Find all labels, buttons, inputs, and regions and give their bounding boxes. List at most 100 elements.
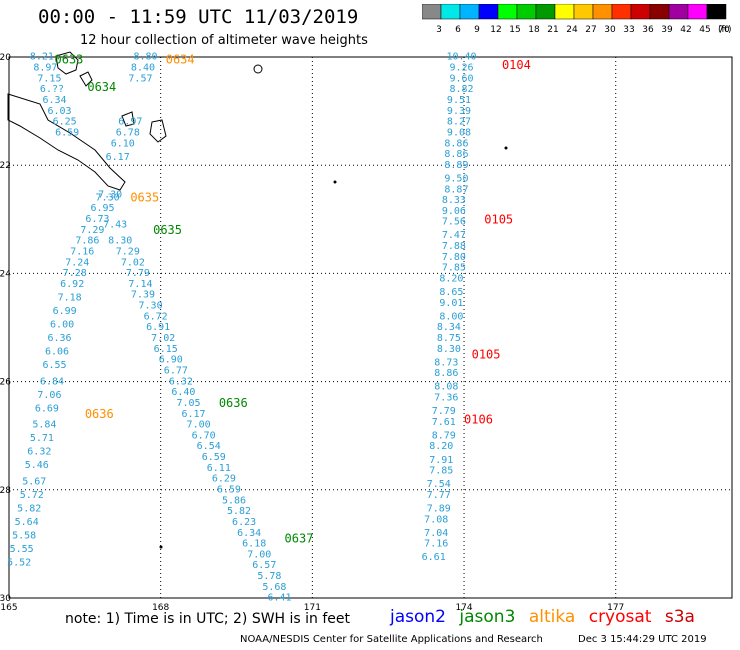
wave-height-value: 6.?? [40,84,64,95]
wave-height-value: 7.54 [427,479,451,490]
pass-time-label: 0634 [166,53,195,67]
wave-height-value: 6.11 [207,463,231,474]
legend-jason3: jason3 [459,607,516,627]
wave-height-value: 8.20 [439,274,463,285]
coastline [7,51,508,549]
pass-time-labels: 0633 063406340635063506360636063701040105… [55,53,531,546]
wave-height-value: 6.55 [42,360,66,371]
wave-height-value: 6.61 [422,552,446,563]
wave-height-value: 7.79 [126,268,150,279]
colorbar-tick-label: 39 [661,25,673,35]
wave-height-value: 8.33 [442,195,466,206]
wave-height-value: 6.06 [45,347,69,358]
wave-height-value: 6.70 [192,430,216,441]
wave-height-value: 7.24 [65,257,89,268]
wave-height-value: 8.65 [439,287,463,298]
wave-height-value: 6.10 [111,138,135,149]
wave-height-value: 7.47 [442,230,466,241]
wave-height-value: 8.00 [439,311,463,322]
wave-height-value: 6.34 [42,95,66,106]
wave-height-value: 5.67 [22,476,46,487]
wave-height-value: 5.68 [262,582,286,593]
wave-height-value: 7.00 [187,420,211,431]
wave-height-value: 5.52 [7,558,31,569]
wave-height-value: 8.82 [449,84,473,95]
wave-height-value: 6.18 [242,539,266,550]
wave-height-value: 9.08 [447,127,471,138]
credit-timestamp: Dec 3 15:44:29 UTC 2019 [578,634,707,645]
lat-tick-label: -24 [0,269,11,279]
colorbar-tick-label: 12 [490,25,501,35]
wave-height-value: 7.08 [424,514,448,525]
colorbar-tick-label: 24 [566,25,578,35]
pass-time-label: 0104 [502,58,531,72]
wave-height-value: 7.29 [116,246,140,257]
wave-height-value: 7.88 [442,241,466,252]
pass-time-label: 0635 [153,223,182,237]
wave-height-value: 6.90 [159,355,183,366]
colorbar-unit: (ft) [718,25,732,35]
wave-height-value: 6.36 [48,333,72,344]
wave-height-value: 9.51 [447,95,471,106]
wave-height-value: 8.21 [30,52,54,63]
wave-height-value: 7.77 [427,490,451,501]
wave-height-value: 7.80 [442,252,466,263]
wave-height-value: 6.84 [40,376,64,387]
colorbar-tick-label: 18 [528,25,540,35]
wave-height-value: 7.85 [429,466,453,477]
wave-height-value: 8.89 [444,160,468,171]
wave-height-value: 6.59 [217,485,241,496]
wave-height-value: 8.80 [133,52,157,63]
wave-height-value: 7.57 [128,73,152,84]
new-caledonia-coast [7,93,126,191]
wave-height-value: 7.05 [176,398,200,409]
colorbar-tick-label: 27 [585,25,596,35]
colorbar-tick-label: 70 [718,25,730,35]
wave-height-value: 6.97 [118,117,142,128]
pass-time-label: 0105 [484,212,513,226]
colorbar-tick-label: 3 [436,25,442,35]
wave-height-value: 8.75 [437,333,461,344]
map-grid: 165 168 171 174 177 -20 -22 -24 -26 -28 -30 [0,53,733,613]
wave-height-value: 7.02 [121,257,145,268]
wave-height-value: 6.78 [116,127,140,138]
wave-height-value: 8.97 [33,63,57,74]
wave-height-value: 7.86 [75,236,99,247]
colorbar-tick-label: 45 [699,25,710,35]
wave-height-value: 9.06 [442,206,466,217]
legend-altika: altika [528,607,576,627]
wave-height-value: 7.85 [442,263,466,274]
wave-height-value: 6.57 [252,560,276,571]
wave-height-value: 7.30 [96,192,120,203]
lon-tick-label: 171 [304,603,321,613]
loyalty-islands-coast [55,51,79,75]
pass-time-label: 0633 [55,53,84,67]
wave-height-value: 8.73 [434,357,458,368]
colorbar-tick-label: 36 [642,25,654,35]
wave-height-value: 8.30 [437,344,461,355]
wave-height-value: 7.43 [103,219,127,230]
credit-line: NOAA/NESDIS Center for Satellite Applica… [240,634,543,645]
wave-height-value: 7.89 [427,503,451,514]
islet-4 [159,545,163,549]
wave-height-value: 5.46 [25,460,49,471]
wave-height-value: 6.41 [267,593,291,604]
wave-height-value: 6.15 [154,344,178,355]
footnote: note: 1) Time is in UTC; 2) SWH is in fe… [65,611,351,627]
pass-time-label: 0105 [472,348,501,362]
wave-height-value: 7.36 [434,393,458,404]
legend-jason2: jason2 [390,607,446,627]
lat-tick-label: -30 [0,594,11,604]
pass-time-label: 0636 [219,396,248,410]
colorbar-tick-label: 6 [455,25,461,35]
colorbar-tick-label: 42 [680,25,691,35]
wave-height-value: 9.26 [449,63,473,74]
lat-tick-label: -26 [0,378,11,388]
wave-height-value: 6.69 [35,403,59,414]
wave-height-value: 8.87 [444,184,468,195]
wave-height-value: 7.61 [432,417,456,428]
wave-height-value: 7.15 [37,73,61,84]
wave-height-value: 6.72 [144,311,168,322]
wave-height-value: 6.29 [212,474,236,485]
wave-height-value: 7.18 [58,292,82,303]
